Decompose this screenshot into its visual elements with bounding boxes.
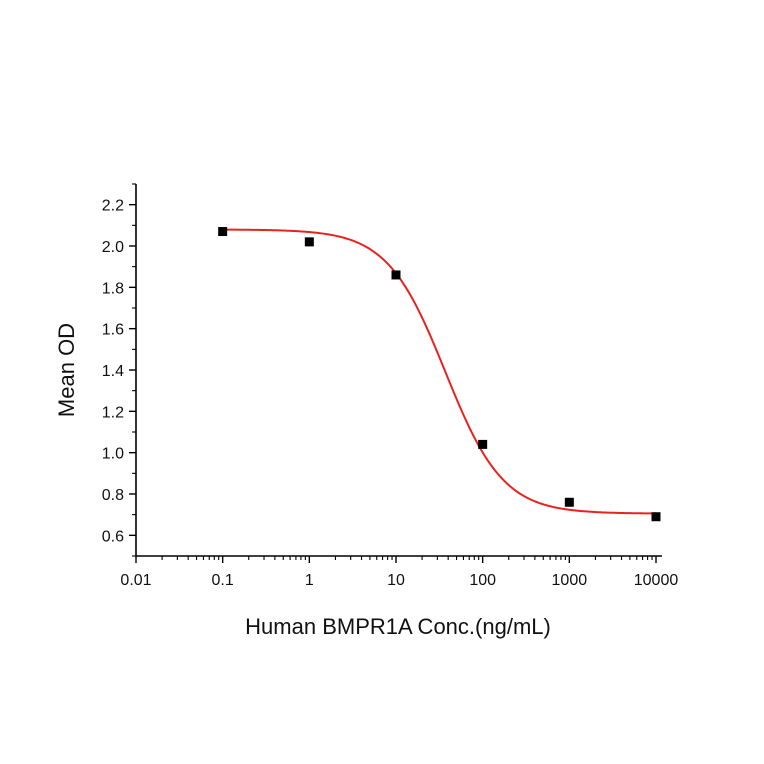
x-tick-label: 0.01	[120, 572, 151, 589]
x-tick-label: 10000	[634, 572, 679, 589]
y-tick-label: 1.6	[102, 322, 124, 339]
data-point	[391, 270, 401, 280]
data-point	[651, 512, 661, 522]
y-tick-label: 0.6	[102, 528, 124, 545]
y-tick-label: 1.2	[102, 404, 124, 421]
y-tick-label: 2.2	[102, 198, 124, 215]
data-point	[218, 227, 228, 237]
x-tick-label: 10	[387, 572, 405, 589]
data-point	[564, 497, 574, 507]
y-tick-label: 2.0	[102, 239, 124, 256]
fit-curve	[222, 228, 657, 515]
y-axis-title: Mean OD	[54, 323, 79, 417]
x-axis-title: Human BMPR1A Conc.(ng/mL)	[245, 614, 551, 639]
y-tick-label: 0.8	[102, 487, 124, 504]
x-tick-label: 100	[469, 572, 496, 589]
y-tick-label: 1.8	[102, 280, 124, 297]
plot-area: 0.01 0.1 1 10 100 1000 10000 0.6 0.8 1.0 1.2 1.4 1.…	[102, 183, 678, 589]
data-point	[478, 439, 488, 449]
y-axis-ticks: 0.6 0.8 1.0 1.2 1.4 1.6 1.8 2.0 2.2	[102, 183, 136, 557]
data-point	[304, 237, 314, 247]
x-tick-label: 1	[305, 572, 314, 589]
y-tick-label: 1.4	[102, 363, 124, 380]
x-tick-label: 0.1	[212, 572, 234, 589]
y-tick-label: 1.0	[102, 446, 124, 463]
data-points	[218, 227, 661, 522]
x-tick-label: 1000	[552, 572, 588, 589]
x-axis-ticks: 0.01 0.1 1 10 100 1000 10000	[120, 556, 678, 589]
